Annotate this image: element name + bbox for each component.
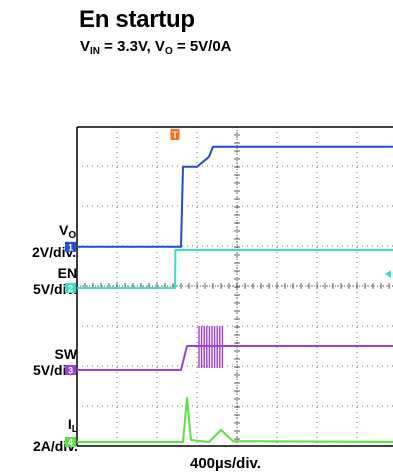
plot-area [77,127,393,446]
channel-marker-4 [65,437,76,447]
channel-marker-2 [65,283,76,293]
channel-marker-3 [65,365,76,375]
trigger-marker [170,129,180,140]
channel-marker-label: 3 [68,366,73,376]
trigger-level-marker [385,270,391,278]
channel-marker-1 [65,241,76,252]
trace-i [77,397,393,443]
chart-title: En startup [79,6,195,33]
channel-marker-label: 2 [68,284,73,294]
channel-marker-label: 1 [68,242,73,252]
channel-marker-label: 4 [68,438,73,448]
trace-sw [77,345,393,371]
trace-en [77,249,393,289]
trace-v [77,145,393,248]
chart-subtitle: VIN = 3.3V, VO = 5V/0A [80,38,232,57]
x-axis-label: 400µs/div. [190,455,261,472]
trigger-marker-label: T [172,130,178,140]
